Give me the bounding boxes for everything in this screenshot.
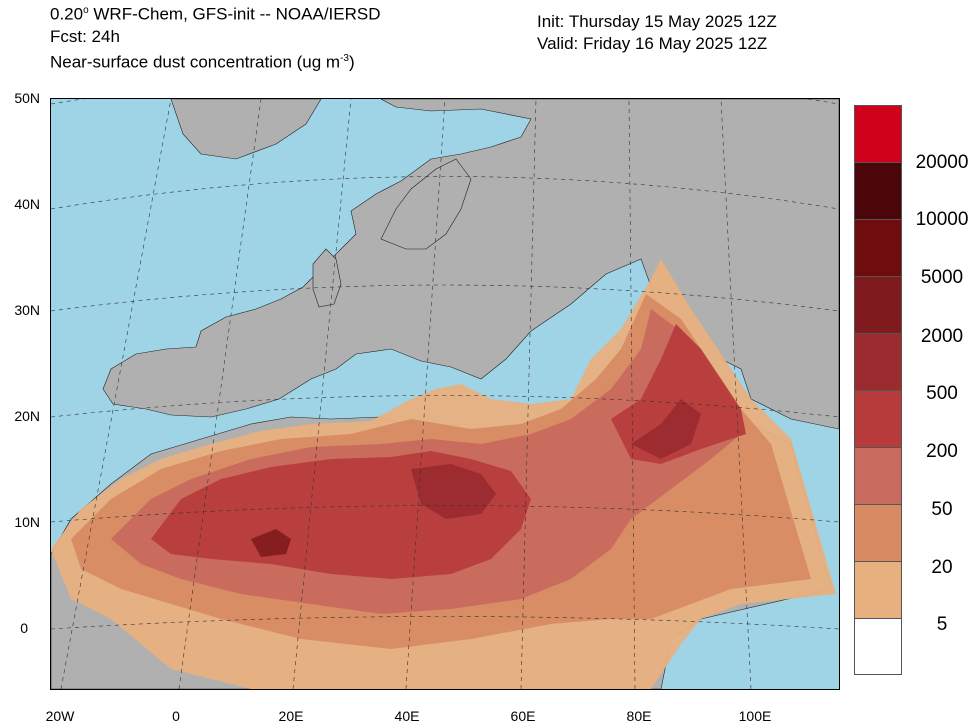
- field-name: Near-surface dust concentration (ug m-3): [50, 52, 355, 72]
- land-scandinavia: [380, 158, 472, 250]
- colorbar-label: 200: [926, 441, 958, 462]
- colorbar-swatch: [854, 162, 902, 219]
- forecast-hour: Fcst: 24h: [50, 26, 120, 46]
- land-europe-asia: [102, 99, 839, 430]
- lat-label: 20N: [14, 408, 40, 424]
- colorbar-swatch: [854, 276, 902, 333]
- colorbar-label: 5: [936, 614, 948, 635]
- colorbar-label: 5000: [920, 267, 964, 288]
- colorbar-label: 500: [926, 383, 958, 404]
- colorbar-swatch: [854, 447, 902, 504]
- colorbar-swatch: [854, 219, 902, 276]
- colorbar-swatch: [854, 618, 902, 675]
- init-time: Init: Thursday 15 May 2025 12Z: [537, 12, 777, 31]
- model-title: 0.20o WRF-Chem, GFS-init -- NOAA/IERSD: [50, 4, 381, 24]
- land-uk: [312, 248, 342, 308]
- colorbar-label: 10000: [915, 209, 969, 230]
- init-valid-block: Init: Thursday 15 May 2025 12Z Valid: Fr…: [537, 11, 777, 55]
- lon-label: 20E: [278, 708, 304, 724]
- lon-label: 80E: [626, 708, 652, 724]
- lon-label: 0: [172, 708, 180, 724]
- map-canvas: [51, 99, 839, 689]
- lon-label: 60E: [510, 708, 536, 724]
- lon-label: 40E: [394, 708, 420, 724]
- colorbar-label: 2000: [920, 326, 964, 347]
- graticule: [51, 99, 839, 689]
- dust-field: [51, 259, 836, 689]
- colorbar-label: 20000: [915, 152, 969, 173]
- lat-label: 40N: [14, 196, 40, 212]
- colorbar-label: 50: [931, 499, 953, 520]
- colorbar-swatch: [854, 105, 902, 162]
- lat-label: 10N: [14, 514, 40, 530]
- valid-time: Valid: Friday 16 May 2025 12Z: [537, 34, 768, 53]
- colorbar-swatch: [854, 390, 902, 447]
- map-title-block: 0.20o WRF-Chem, GFS-init -- NOAA/IERSD F…: [50, 0, 381, 73]
- colorbar-label: 20: [931, 557, 953, 578]
- colorbar-swatch: [854, 561, 902, 618]
- lon-label: 100E: [738, 708, 772, 724]
- lat-label: 30N: [14, 302, 40, 318]
- colorbar: [854, 105, 902, 675]
- lon-label: 20W: [45, 708, 75, 724]
- lat-label: 0: [20, 620, 28, 636]
- colorbar-swatch: [854, 333, 902, 390]
- lat-label: 50N: [14, 90, 40, 106]
- colorbar-swatch: [854, 504, 902, 561]
- land-greenland: [170, 99, 322, 160]
- dust-map: [50, 98, 840, 690]
